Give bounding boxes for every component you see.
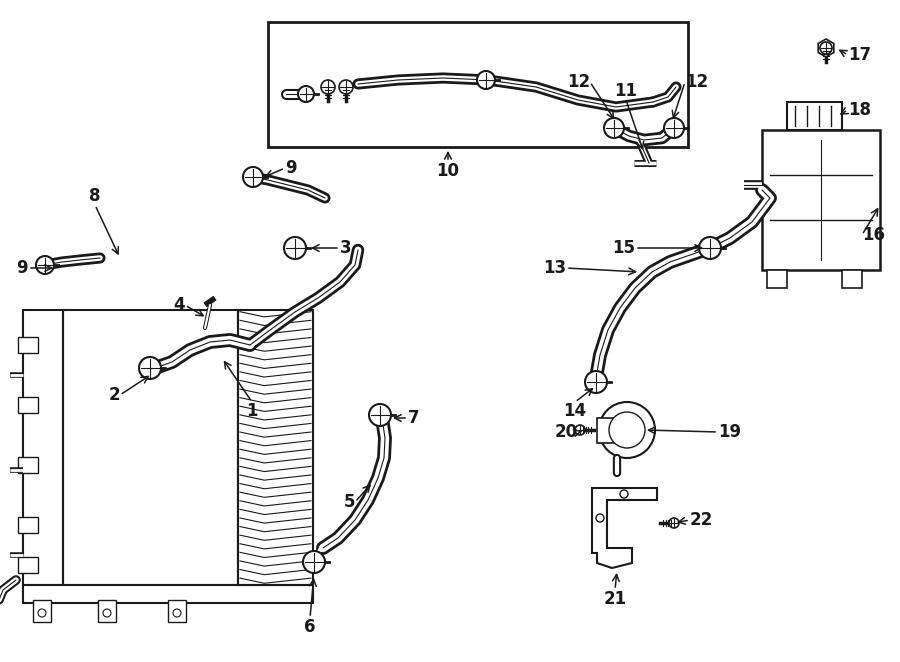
Text: 3: 3 — [340, 239, 352, 257]
Circle shape — [303, 551, 325, 573]
Text: 5: 5 — [344, 493, 355, 511]
Bar — [18, 397, 38, 413]
Circle shape — [477, 71, 495, 89]
Text: 4: 4 — [174, 296, 185, 314]
Text: 2: 2 — [108, 386, 120, 404]
Bar — [98, 600, 116, 622]
Circle shape — [284, 237, 306, 259]
Text: 20: 20 — [555, 423, 578, 441]
Text: 11: 11 — [615, 82, 637, 100]
Text: 13: 13 — [543, 259, 566, 277]
Bar — [33, 600, 51, 622]
Bar — [787, 102, 842, 130]
Circle shape — [36, 256, 54, 274]
Bar — [23, 310, 63, 585]
Text: 10: 10 — [436, 162, 460, 180]
Circle shape — [321, 80, 335, 94]
Bar — [23, 585, 313, 603]
Text: 17: 17 — [848, 46, 871, 64]
Circle shape — [575, 425, 585, 435]
Text: 18: 18 — [848, 101, 871, 119]
Text: 9: 9 — [285, 159, 297, 177]
Circle shape — [585, 371, 607, 393]
Circle shape — [173, 609, 181, 617]
Circle shape — [369, 404, 391, 426]
Circle shape — [596, 514, 604, 522]
Text: 21: 21 — [603, 590, 626, 608]
Polygon shape — [592, 488, 657, 568]
Bar — [842, 270, 862, 288]
Circle shape — [38, 609, 46, 617]
Circle shape — [339, 80, 353, 94]
Bar — [18, 557, 38, 573]
Bar — [767, 270, 787, 288]
Bar — [238, 310, 313, 585]
Bar — [268, 22, 688, 147]
Polygon shape — [818, 39, 833, 57]
Circle shape — [298, 86, 314, 102]
Circle shape — [604, 118, 624, 138]
Bar — [168, 600, 186, 622]
Bar — [18, 337, 38, 353]
Circle shape — [664, 118, 684, 138]
Circle shape — [699, 237, 721, 259]
Circle shape — [620, 490, 628, 498]
Text: 6: 6 — [304, 618, 316, 636]
Circle shape — [103, 609, 111, 617]
Bar — [63, 310, 238, 585]
Text: 14: 14 — [563, 402, 587, 420]
Bar — [18, 517, 38, 533]
Text: 12: 12 — [567, 73, 590, 91]
Circle shape — [820, 42, 832, 54]
Circle shape — [243, 167, 263, 187]
Circle shape — [139, 357, 161, 379]
Text: 8: 8 — [89, 187, 101, 205]
Text: 16: 16 — [862, 226, 885, 244]
Bar — [762, 130, 880, 270]
Circle shape — [669, 518, 679, 528]
Bar — [597, 418, 617, 443]
Text: 19: 19 — [718, 423, 741, 441]
Bar — [18, 457, 38, 473]
Text: 7: 7 — [408, 409, 419, 427]
Text: 15: 15 — [612, 239, 635, 257]
Text: 22: 22 — [690, 511, 713, 529]
Text: 12: 12 — [685, 73, 708, 91]
Circle shape — [609, 412, 645, 448]
Text: 1: 1 — [247, 402, 257, 420]
Circle shape — [599, 402, 655, 458]
Text: 9: 9 — [16, 259, 28, 277]
